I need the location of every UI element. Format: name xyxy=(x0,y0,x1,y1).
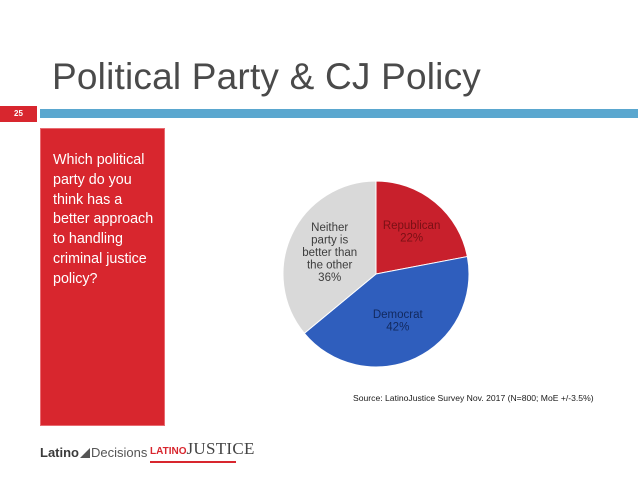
latino-justice-underline xyxy=(150,461,236,463)
pie-label-line: 42% xyxy=(386,322,409,334)
pie-label-line: party is xyxy=(311,235,348,247)
pie-label-line: 36% xyxy=(318,272,341,284)
latino-justice-logo: LATINOJUSTICE xyxy=(150,439,255,463)
slide-title: Political Party & CJ Policy xyxy=(52,56,481,97)
latino-decisions-mark-icon xyxy=(80,448,90,458)
pie-label-republican: Republican 22% xyxy=(383,220,441,245)
pie-label-line: Republican xyxy=(383,220,441,232)
pie-slice-republican xyxy=(375,180,468,275)
title-rule-red-block xyxy=(0,106,37,122)
pie-label-democrat: Democrat 42% xyxy=(373,309,424,334)
pie-label-line: better than xyxy=(302,247,357,259)
question-panel: Which political party do you think has a… xyxy=(40,128,165,426)
pie-slice-neither xyxy=(282,180,377,334)
latino-decisions-logo: Latino Decisions xyxy=(40,445,148,460)
pie-slice-democrat xyxy=(303,255,470,368)
source-note: Source: LatinoJustice Survey Nov. 2017 (… xyxy=(353,393,594,403)
pie-label-line: Democrat xyxy=(373,309,424,321)
pie-label-neither: Neither party is better than the other 36% xyxy=(302,222,357,284)
pie-label-line: the other xyxy=(307,260,353,272)
title-rule-blue-bar xyxy=(40,109,638,118)
question-text: Which political party do you think has a… xyxy=(53,152,154,287)
pie-label-line: 22% xyxy=(400,232,423,244)
pie-label-line: Neither xyxy=(311,222,348,234)
slide-number: 25 xyxy=(14,109,23,118)
